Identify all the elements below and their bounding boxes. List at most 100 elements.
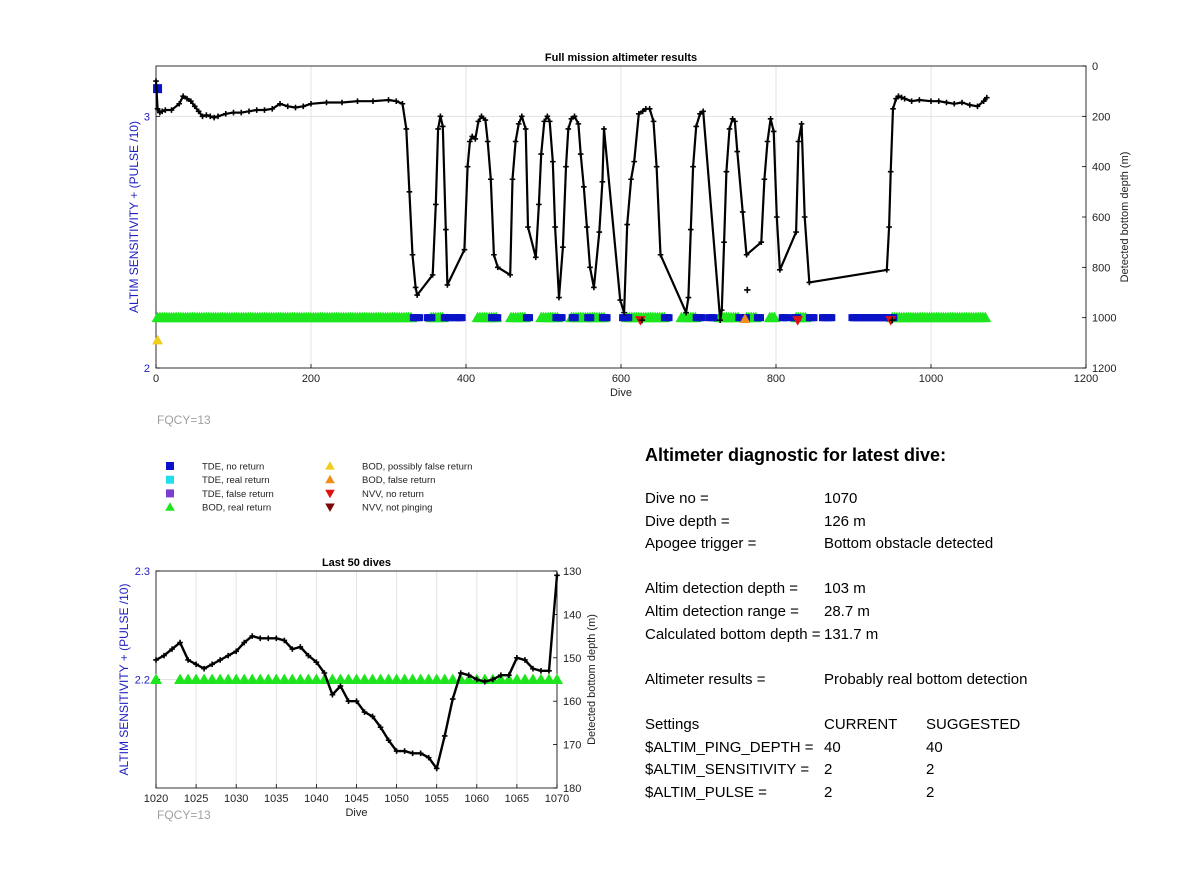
calculated-bottom-row: Calculated bottom depth = 131.7 m [645,626,1165,649]
depth-point [717,317,723,323]
bod-real-return-marker [286,673,299,684]
depth-point [457,670,464,676]
depth-point [581,184,587,190]
x-tick-label: 200 [302,373,320,385]
tde-no-return-marker [828,314,836,322]
depth-point [191,103,198,110]
depth-point [323,99,330,106]
depth-point [718,307,725,313]
bod-real-return-marker [502,673,515,684]
depth-point [491,251,497,258]
bod-real-return-marker [174,673,187,684]
settings-header-row: Settings CURRENT SUGGESTED [645,716,1165,739]
depth-point [217,657,223,663]
x-tick-label: 1070 [545,793,569,805]
x-tick-label: 1035 [264,793,288,805]
legend-label: BOD, false return [362,475,435,486]
depth-point [943,99,950,106]
legend-label: NVV, no return [362,489,424,500]
bod-real-return-marker [406,673,419,684]
dive-no-row: Dive no = 1070 [645,490,1165,513]
apogee-value: Bottom obstacle detected [824,535,994,553]
depth-point [417,750,424,757]
y2-tick-label: 800 [1092,262,1110,274]
depth-point [188,98,194,105]
tde-no-return-marker [757,314,764,322]
altimeter-diagnostic-panel: Altimeter diagnostic for latest dive: Di… [645,445,1165,806]
depth-point [203,112,210,118]
depth-point [568,116,575,122]
depth-point [980,98,987,105]
depth-point [370,98,376,105]
depth-point [587,264,593,271]
legend: TDE, no return TDE, real return TDE, false… [165,461,472,514]
dive-no-label: Dive no = [645,490,709,507]
y2-tick-label: 160 [563,696,581,708]
depth-point [484,138,491,145]
depth-point [556,294,562,301]
tde-real-return-legend-marker [166,475,174,484]
depth-point [898,94,905,101]
x-tick-label: 1025 [184,793,208,805]
x-tick-label: 600 [612,373,630,385]
nvv-no-return-legend-marker [325,489,335,499]
bod-real-return-marker [510,673,523,684]
depth-point [599,178,606,185]
depth-point [959,99,965,106]
depth-point [563,163,569,170]
x-tick-label: 1060 [465,793,489,805]
y-tick-label: 2.2 [135,675,150,687]
bod-possibly-false-marker [152,334,163,345]
settings-row: $ALTIM_PING_DEPTH = 40 40 [645,739,1165,762]
depth-point [180,93,186,99]
altimeter-results-row: Altimeter results = Probably real bottom… [645,671,1165,694]
depth-point [795,138,802,145]
depth-point [401,748,408,754]
depth-point [639,108,646,115]
apogee-row: Apogee trigger = Bottom obstacle detecte… [645,535,1165,558]
depth-point [409,251,416,258]
depth-point [935,98,942,105]
depth-point [895,93,902,99]
y2-tick-label: 140 [563,609,581,621]
depth-point [246,108,252,115]
depth-point [538,668,544,674]
depth-point [437,113,444,120]
depth-point [185,657,191,663]
depth-point [273,635,280,642]
depth-point [734,148,741,155]
depth-point [464,163,471,170]
depth-point [514,655,520,661]
depth-point [329,691,336,698]
depth-point [176,100,183,107]
depth-point [241,639,248,646]
depth-point [409,750,416,757]
altim-detection-range-value: 28.7 m [824,602,870,620]
depth-point [265,635,272,642]
depth-point [601,126,607,132]
depth-point [313,659,320,665]
x-tick-label: 1040 [304,793,328,805]
depth-point [624,221,630,228]
y2-tick-label: 200 [1092,111,1110,123]
depth-point [723,168,730,175]
depth-point [284,103,291,110]
tde-no-return-marker [458,314,466,322]
depth-point [743,251,750,258]
depth-point [519,113,525,120]
bod-real-return-marker [366,673,379,684]
bod-real-return-legend-marker [165,502,175,511]
depth-point [305,652,312,659]
depth-point [777,267,783,273]
depth-point [653,163,660,170]
bod-real-return-marker [462,673,475,684]
depth-point [184,95,190,102]
depth-point [532,254,539,261]
tde-no-return-marker [416,314,423,322]
bod-possibly-false-legend-marker [325,461,335,470]
depth-point [403,126,410,132]
x-tick-label: 1050 [384,793,408,805]
x-axis-label: Dive [345,807,367,819]
bod-real-return-marker [350,673,363,684]
